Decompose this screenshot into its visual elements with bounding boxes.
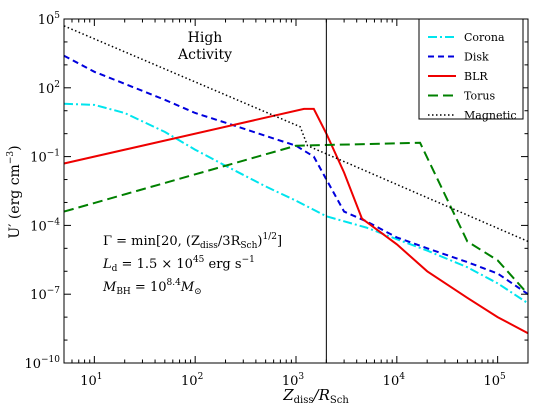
series-corona [63,102,529,305]
annotation-line-1: High [188,30,223,46]
y-tick-label: 105 [38,11,61,28]
tick-label-layer: 101 102 103 104 105 10−10 10−7 10−4 10−1 102 105 [24,11,506,389]
legend-items: Corona Disk BLR Torus Magnetic [428,31,517,122]
x-tick-label: 103 [282,372,305,389]
series-layer [63,25,529,335]
y-tick-label: 10−10 [24,355,60,372]
legend-label-magnetic: Magnetic [464,109,517,122]
legend-box [418,18,524,120]
param-gamma: Γ = min[20, (Zdiss/3RSch)1/2] [103,232,282,251]
series-torus [63,141,529,295]
legend-label-blr: BLR [464,70,488,83]
legend-label-torus: Torus [464,90,495,103]
series-blr [63,107,529,335]
x-axis-label: Zdiss/RSch [282,386,349,406]
y-tick-label: 10−1 [30,149,60,166]
legend: Corona Disk BLR Torus Magnetic [418,18,524,122]
x-tick-label: 101 [80,372,102,389]
annotation-line-2: Activity [177,47,232,63]
y-tick-label: 102 [38,80,60,97]
param-mbh: MBH = 108.4M⊙ [102,278,202,297]
x-tick-label: 102 [181,372,203,389]
y-tick-label: 10−4 [30,217,60,234]
param-ld: Ld = 1.5 × 1045 erg s−1 [102,255,255,274]
tick-layer [63,18,529,364]
x-tick-label: 104 [383,372,406,389]
series-magnetic [63,25,529,243]
legend-label-corona: Corona [464,31,505,44]
x-tick-label: 105 [484,372,507,389]
y-axis-label: U′ (erg cm−3) [6,145,23,238]
y-tick-label: 10−7 [30,286,60,303]
series-disk [63,54,529,296]
legend-label-disk: Disk [464,51,489,64]
